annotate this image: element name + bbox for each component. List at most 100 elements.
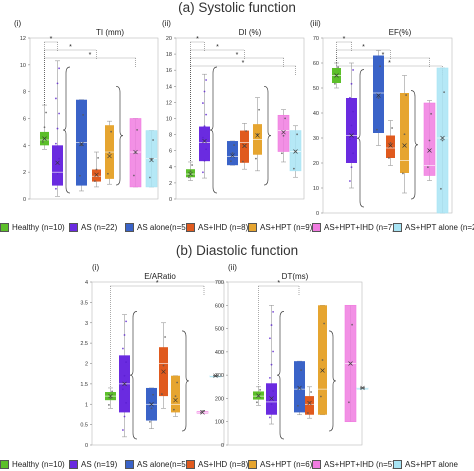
legend-label-as-hpt: AS+HPT (n=6) [260, 460, 313, 469]
data-point [97, 156, 99, 159]
plot-title-ea: E/ARatio [144, 272, 176, 281]
plot-title-ef: EF(%) [388, 28, 412, 37]
data-point [42, 141, 44, 143]
data-point [55, 97, 57, 100]
y-tick-label: 600 [215, 303, 224, 309]
mean-marker [281, 129, 286, 135]
data-point [45, 111, 47, 114]
data-point [213, 374, 215, 377]
box-as-ihd [305, 396, 314, 415]
data-point [56, 82, 59, 85]
data-point [149, 421, 151, 423]
data-point [270, 324, 273, 326]
box-as-hpt-ihd [423, 102, 436, 176]
data-point [205, 79, 208, 81]
mean-marker [402, 143, 407, 148]
data-point [269, 337, 271, 340]
data-point [108, 404, 110, 406]
legend-label-as-alone: AS alone(n=5) [137, 223, 189, 232]
legend-swatch-as [69, 223, 78, 232]
data-point [162, 364, 165, 367]
y-tick-label: 500 [215, 327, 224, 333]
y-tick-label: 0.5 [80, 423, 88, 429]
box-as-hpt-ihd [277, 114, 290, 152]
box-as-hpt [171, 375, 180, 413]
data-point [200, 411, 202, 414]
data-point [133, 174, 135, 177]
y-tick-label: 10 [313, 186, 319, 192]
box-as-ihd [92, 169, 101, 182]
data-point [201, 410, 204, 413]
y-tick-label: 300 [215, 373, 224, 379]
plot-frame [91, 281, 225, 446]
data-point [255, 157, 257, 160]
data-point [125, 361, 127, 364]
data-point [173, 408, 175, 411]
significance-star: * [89, 52, 92, 59]
y-tick-label: 16 [166, 68, 172, 74]
data-point [122, 429, 124, 431]
data-point [351, 323, 353, 326]
y-tick-label: 0 [316, 211, 319, 217]
data-point [56, 127, 59, 130]
data-point [203, 125, 206, 128]
data-point [352, 152, 354, 155]
data-point [82, 114, 84, 116]
data-point [391, 127, 393, 129]
legend-label-as: AS (n=22) [81, 223, 118, 232]
data-point [242, 160, 244, 163]
data-point [202, 102, 204, 104]
data-point [111, 390, 113, 393]
group-brace [129, 310, 138, 440]
legend-swatch-as-alone [125, 223, 134, 232]
mean-marker [388, 143, 393, 148]
group-brace [209, 66, 218, 194]
y-tick-label: 0 [221, 443, 224, 449]
y-tick-label: 70 [313, 36, 319, 42]
y-tick-label: 2.5 [80, 341, 88, 347]
data-point [125, 320, 127, 323]
data-point [134, 151, 137, 154]
data-point [334, 82, 336, 85]
data-point [376, 128, 378, 131]
mean-marker [320, 368, 325, 373]
significance-star: * [242, 60, 245, 67]
data-point [257, 395, 260, 397]
legend-swatch-as-ihd [186, 223, 195, 232]
data-point [110, 130, 112, 133]
mean-marker [42, 136, 47, 141]
data-point [122, 347, 124, 350]
significance-star: * [388, 60, 391, 67]
panel-label-b-ii: (ii) [228, 263, 237, 272]
box-as-alone [294, 361, 305, 413]
y-tick-label: 200 [215, 396, 224, 402]
data-point [307, 412, 309, 414]
data-point [293, 167, 295, 170]
data-point [202, 136, 204, 139]
legend-diastolic: Healthy (n=10) AS (n=19) AS alone(n=5) A… [0, 459, 474, 470]
data-point [191, 164, 194, 166]
significance-star: * [236, 52, 239, 59]
data-point [55, 142, 57, 145]
section-title-systolic: (a) Systolic function [178, 0, 296, 15]
subgroup-brace [115, 85, 124, 186]
data-point [269, 416, 271, 419]
mean-marker [376, 93, 381, 98]
mean-marker [188, 171, 193, 177]
legend-systolic: Healthy (n=10) AS (n=22) AS alone(n=5) A… [0, 222, 474, 233]
mean-marker [107, 153, 112, 159]
data-point [43, 126, 46, 129]
data-point [161, 393, 163, 395]
data-point [188, 176, 190, 179]
data-point [122, 388, 124, 391]
data-point [56, 172, 59, 175]
data-point [296, 133, 298, 136]
group-brace [276, 310, 285, 440]
y-tick-label: 1 [85, 402, 88, 408]
data-point [349, 180, 351, 182]
y-tick-label: 40 [313, 111, 319, 117]
data-point [174, 395, 177, 397]
data-point [428, 139, 431, 142]
y-tick-label: 2 [169, 181, 172, 187]
